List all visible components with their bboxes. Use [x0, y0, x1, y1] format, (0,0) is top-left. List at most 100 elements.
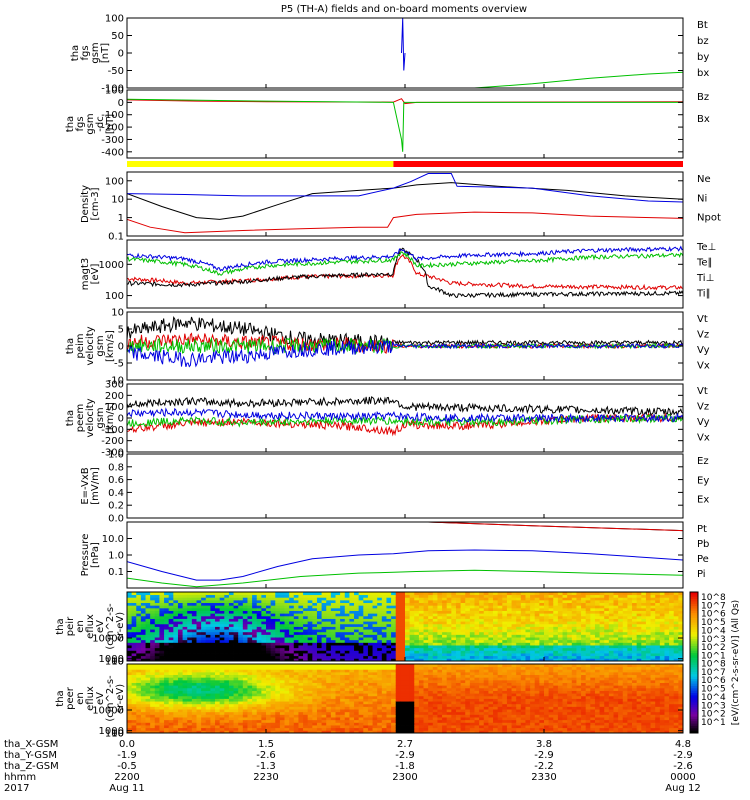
heatmap-cell	[173, 621, 179, 625]
heatmap-cell	[201, 610, 207, 614]
heatmap-cell	[335, 682, 341, 686]
heatmap-cell	[275, 685, 281, 689]
heatmap-cell	[590, 631, 596, 635]
heatmap-cell	[252, 615, 258, 619]
heatmap-cell	[228, 666, 234, 670]
heatmap-cell	[511, 629, 517, 633]
heatmap-cell	[534, 642, 540, 646]
heatmap-cell	[145, 602, 151, 606]
heatmap-cell	[479, 631, 485, 635]
heatmap-cell	[599, 592, 605, 596]
heatmap-cell	[511, 621, 517, 625]
heatmap-cell	[256, 730, 262, 734]
heatmap-cell	[164, 655, 170, 659]
heatmap-cell	[131, 685, 137, 689]
heatmap-cell	[405, 592, 411, 596]
heatmap-cell	[418, 602, 424, 606]
heatmap-cell	[423, 631, 429, 635]
y-axis-label: [mV/m]	[90, 467, 101, 505]
heatmap-cell	[627, 629, 633, 633]
heatmap-cell	[618, 592, 624, 596]
heatmap-cell	[344, 669, 350, 673]
heatmap-cell	[247, 706, 253, 710]
heatmap-cell	[219, 669, 225, 673]
heatmap-cell	[201, 607, 207, 611]
heatmap-cell	[645, 605, 651, 609]
heatmap-cell	[164, 650, 170, 654]
heatmap-cell	[312, 671, 318, 676]
heatmap-cell	[354, 607, 360, 611]
heatmap-cell	[340, 658, 346, 662]
heatmap-cell	[585, 639, 591, 643]
heatmap-cell	[627, 639, 633, 643]
heatmap-cell	[173, 607, 179, 611]
heatmap-cell	[252, 669, 258, 673]
heatmap-cell	[266, 682, 272, 686]
heatmap-cell	[279, 727, 285, 731]
heatmap-cell	[256, 698, 262, 702]
heatmap-cell	[154, 711, 160, 715]
heatmap-cell	[205, 599, 211, 604]
heatmap-cell	[405, 631, 411, 635]
heatmap-cell	[224, 623, 230, 627]
heatmap-cell	[261, 690, 267, 694]
heatmap-cell	[418, 642, 424, 646]
heatmap-cell	[530, 634, 536, 638]
heatmap-cell	[455, 634, 461, 638]
heatmap-cell	[247, 719, 253, 723]
heatmap-cell	[164, 629, 170, 633]
heatmap-cell	[493, 592, 499, 596]
heatmap-cell	[557, 615, 563, 619]
heatmap-cell	[316, 658, 322, 662]
heatmap-cell	[127, 687, 133, 691]
heatmap-cell	[330, 725, 336, 729]
heatmap-cell	[673, 597, 679, 601]
heatmap-cell	[363, 727, 369, 731]
heatmap-cell	[127, 682, 133, 686]
heatmap-cell	[159, 706, 165, 710]
heatmap-cell	[191, 639, 197, 643]
heatmap-cell	[201, 594, 207, 598]
heatmap-cell	[599, 610, 605, 614]
heatmap-cell	[293, 629, 299, 633]
heatmap-cell	[354, 706, 360, 710]
heatmap-cell	[432, 629, 438, 633]
heatmap-cell	[177, 711, 183, 715]
heatmap-cell	[224, 714, 230, 718]
heatmap-cell	[164, 706, 170, 710]
heatmap-cell	[520, 592, 526, 596]
legend-entry-Ey: Ey	[697, 475, 709, 486]
heatmap-cell	[567, 610, 573, 614]
heatmap-cell	[275, 711, 281, 715]
heatmap-cell	[525, 629, 531, 633]
heatmap-cell	[159, 610, 165, 614]
heatmap-cell	[242, 626, 248, 630]
heatmap-cell	[136, 658, 142, 662]
heatmap-cell	[182, 677, 188, 681]
heatmap-cell	[201, 666, 207, 670]
heatmap-cell	[418, 615, 424, 619]
heatmap-cell	[349, 655, 355, 659]
heatmap-cell	[344, 639, 350, 643]
heatmap-cell	[131, 592, 137, 596]
heatmap-cell	[455, 626, 461, 630]
heatmap-cell	[330, 714, 336, 718]
heatmap-cell	[224, 597, 230, 601]
heatmap-cell	[279, 626, 285, 630]
heatmap-cell	[594, 602, 600, 606]
y-tick-label: 0	[118, 342, 124, 353]
heatmap-cell	[650, 597, 656, 601]
heatmap-cell	[127, 645, 133, 649]
heatmap-cell	[553, 623, 559, 627]
heatmap-cell	[354, 597, 360, 601]
heatmap-cell	[330, 664, 336, 668]
heatmap-cell	[312, 666, 318, 670]
heatmap-cell	[228, 706, 234, 710]
heatmap-cell	[205, 709, 211, 713]
heatmap-cell	[377, 725, 383, 729]
heatmap-cell	[279, 725, 285, 729]
heatmap-cell	[391, 615, 397, 619]
heatmap-cell	[655, 615, 661, 619]
heatmap-cell	[650, 605, 656, 609]
heatmap-cell	[363, 626, 369, 630]
